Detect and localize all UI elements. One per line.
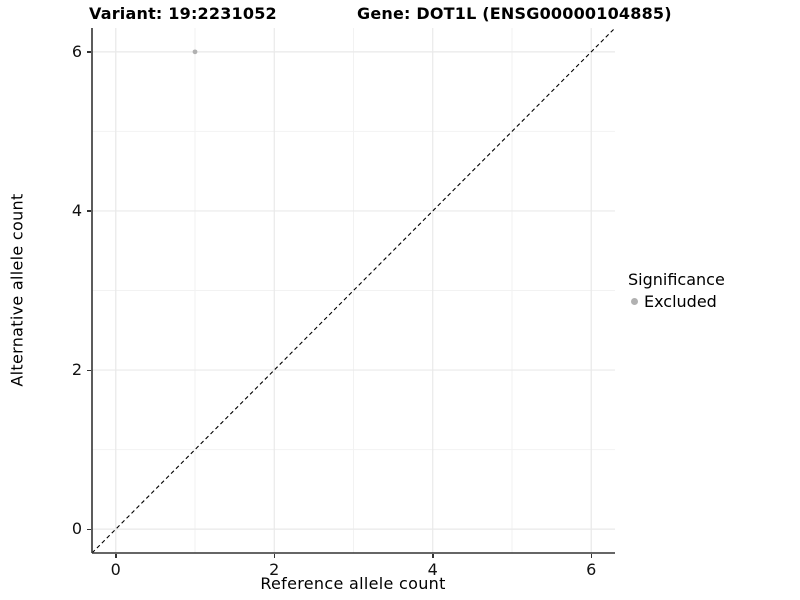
- legend-items: Excluded: [628, 292, 725, 311]
- x-axis-label: Reference allele count: [260, 574, 446, 593]
- y-tick-mark: [87, 369, 91, 371]
- y-axis-label: Alternative allele count: [7, 193, 27, 387]
- plot-panel: [91, 27, 616, 554]
- legend-title: Significance: [628, 270, 725, 289]
- plot-title-variant: Variant: 19:2231052: [89, 4, 277, 23]
- x-tick-label: 0: [110, 560, 121, 579]
- legend-item: Excluded: [628, 292, 725, 311]
- data-point: [192, 49, 198, 55]
- legend-item-label: Excluded: [644, 292, 717, 311]
- legend-point-icon: [631, 298, 638, 305]
- identity-line: [91, 27, 616, 554]
- y-tick-mark: [87, 210, 91, 212]
- x-tick-mark: [273, 554, 276, 558]
- plot-canvas: [91, 27, 616, 554]
- x-tick-mark: [590, 554, 593, 558]
- y-tick-mark: [87, 51, 91, 53]
- x-tick-mark: [115, 554, 117, 558]
- x-tick-label: 6: [586, 560, 597, 579]
- y-tick-mark: [87, 528, 91, 530]
- x-tick-mark: [432, 554, 434, 558]
- plot-title-gene: Gene: DOT1L (ENSG00000104885): [357, 4, 672, 23]
- y-tick-label: 0: [71, 519, 82, 539]
- y-tick-label: 6: [71, 41, 82, 61]
- legend: Significance Excluded: [628, 270, 725, 311]
